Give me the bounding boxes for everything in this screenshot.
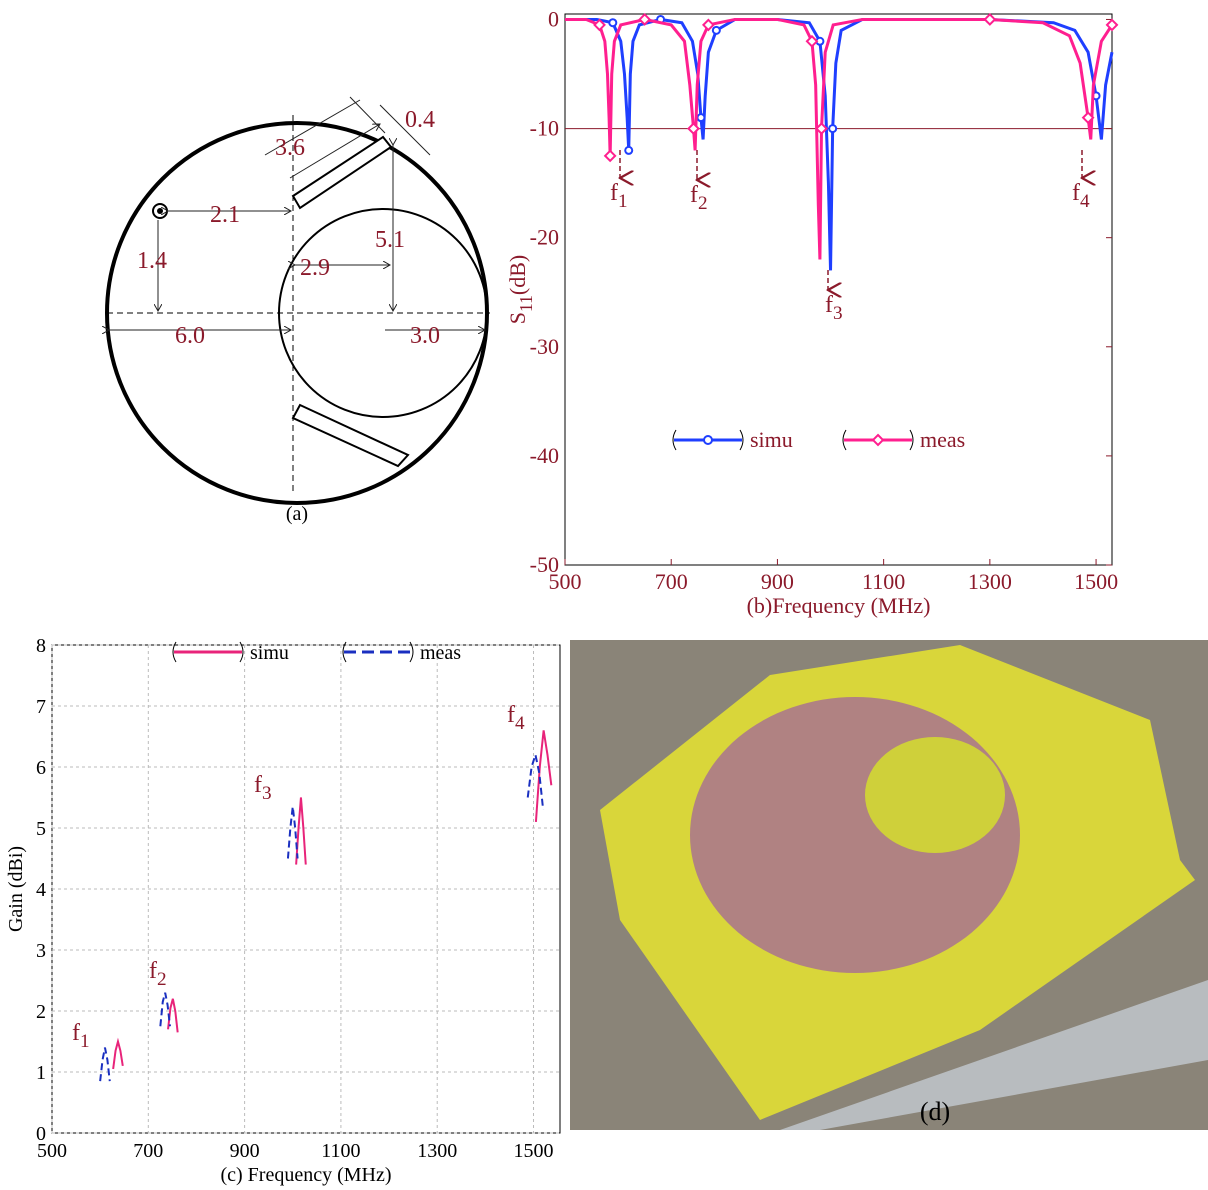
marker (605, 151, 615, 161)
y-tick-label: 4 (36, 879, 46, 901)
y-label-main: S (505, 312, 530, 324)
marker (625, 147, 632, 154)
y-tick-label: 8 (36, 635, 46, 657)
marker (609, 19, 616, 26)
x-tick-label: 500 (37, 1140, 67, 1162)
annotation: f3 (254, 772, 272, 804)
annotation-main: f (507, 702, 515, 728)
marker (713, 27, 720, 34)
annotation: f2 (149, 958, 167, 990)
x-tick-label: 1100 (321, 1140, 360, 1162)
x-tick-label: 1500 (514, 1140, 554, 1162)
annotation-main: f (690, 182, 698, 208)
annotation-main: f (610, 180, 618, 206)
dim-label: 3.0 (410, 323, 440, 349)
marker (985, 14, 995, 24)
y-tick-label: 5 (36, 818, 46, 840)
dim-label: 2.9 (300, 255, 330, 281)
legend-label: meas (420, 642, 461, 664)
caption: (d) (920, 1097, 950, 1126)
series-line (100, 755, 543, 1081)
x-tick-label: 1500 (1074, 569, 1118, 594)
y-tick-label: -10 (530, 116, 559, 141)
antenna-photo: (d) (570, 640, 1208, 1130)
x-tick-label: 1100 (862, 569, 905, 594)
y-tick-label: 6 (36, 757, 46, 779)
y-tick-label: 3 (36, 940, 46, 962)
annotation: f1 (72, 1020, 90, 1052)
x-tick-label: 900 (230, 1140, 260, 1162)
dim-label: 1.4 (137, 248, 167, 274)
annotation-sub: 2 (698, 193, 708, 214)
annotation: f2 (690, 182, 708, 214)
series-line (113, 730, 551, 1069)
y-tick-label: -40 (530, 443, 559, 468)
legend-marker (704, 436, 712, 444)
x-tick-label: 500 (549, 569, 582, 594)
y-tick-label: 1 (36, 1062, 46, 1084)
dim-label: 5.1 (375, 227, 405, 253)
annotation: f1 (610, 180, 628, 212)
marker (829, 125, 836, 132)
x-tick-label: 700 (655, 569, 688, 594)
y-tick-label: -20 (530, 225, 559, 250)
annotation-sub: 1 (618, 191, 628, 212)
dim-label: 3.6 (275, 135, 305, 161)
dim-label: 2.1 (210, 202, 240, 228)
annotation-main: f (825, 292, 833, 318)
y-label-sub: 11 (516, 295, 536, 312)
x-tick-label: 1300 (968, 569, 1012, 594)
y-axis-label: S11(dB) (505, 255, 536, 325)
y-tick-label: 0 (548, 6, 559, 31)
annotation-sub: 3 (833, 303, 843, 324)
legend-label: simu (750, 427, 793, 452)
x-tick-label: 1300 (417, 1140, 457, 1162)
y-tick-label: 7 (36, 696, 46, 718)
marker (807, 36, 817, 46)
annotation: f3 (825, 292, 843, 324)
y-tick-label: -30 (530, 334, 559, 359)
series-line (565, 19, 1112, 270)
marker (697, 114, 704, 121)
annotation-main: f (254, 772, 262, 798)
annotation-sub: 4 (515, 713, 525, 734)
annotation-sub: 3 (262, 783, 272, 804)
y-tick-label: 2 (36, 1001, 46, 1023)
figure: 3.6 0.4 2.1 5.1 1.4 2.9 6.0 3.0 (a) (d) … (0, 0, 1208, 1190)
legend-label: simu (250, 642, 289, 664)
marker (703, 20, 713, 30)
annotation-sub: 4 (1080, 191, 1090, 212)
dim-label: 0.4 (405, 107, 435, 133)
annotation: f4 (507, 702, 525, 734)
annotation: f4 (1072, 180, 1090, 212)
y-label-unit: (dB) (505, 255, 530, 295)
annotation-sub: 2 (157, 969, 167, 990)
x-axis-label: (c) Frequency (MHz) (220, 1164, 391, 1186)
dim-label: 6.0 (175, 323, 205, 349)
annotation-main: f (149, 958, 157, 984)
legend-label: meas (920, 427, 965, 452)
annotation-sub: 1 (80, 1031, 90, 1052)
x-tick-label: 900 (761, 569, 794, 594)
antenna-diagram: 3.6 0.4 2.1 5.1 1.4 2.9 6.0 3.0 (a) (107, 97, 490, 525)
annotation-main: f (1072, 180, 1080, 206)
caption: (a) (286, 503, 308, 525)
legend-marker (873, 435, 883, 445)
plot-frame (565, 14, 1112, 565)
y-axis-label: Gain (dBi) (5, 846, 27, 932)
x-tick-label: 700 (133, 1140, 163, 1162)
annotation-main: f (72, 1020, 80, 1046)
x-axis-label: (b)Frequency (MHz) (747, 593, 931, 618)
